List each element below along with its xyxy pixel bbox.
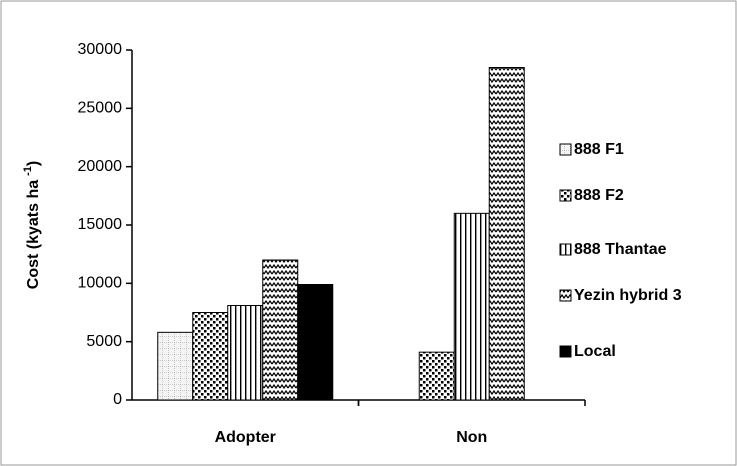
x-tick-label: Adopter	[215, 429, 276, 446]
legend-swatch	[559, 243, 572, 256]
bar	[157, 331, 194, 401]
x-tick-label: Non	[456, 429, 487, 446]
legend-swatch	[559, 289, 572, 302]
legend-label: 888 F2	[574, 187, 624, 204]
legend-label: 888 F1	[574, 141, 624, 158]
y-tick-label: 15000	[78, 216, 123, 233]
y-tick-label: 30000	[78, 41, 123, 58]
y-tick-label: 0	[113, 391, 122, 408]
y-tick-label: 20000	[78, 158, 123, 175]
bar	[418, 351, 455, 401]
y-tick-label: 10000	[78, 275, 123, 292]
y-label-sup: -1	[22, 166, 34, 176]
bar	[453, 212, 490, 401]
y-tick-label: 5000	[86, 333, 122, 350]
bar	[192, 312, 229, 401]
y-label-suffix: )	[25, 161, 42, 166]
legend-label: Local	[574, 343, 616, 360]
bar	[262, 259, 299, 401]
bar	[488, 67, 525, 401]
y-axis-label: Cost (kyats ha -1)	[22, 161, 42, 289]
y-tick-label: 25000	[78, 100, 123, 117]
legend-label: Yezin hybrid 3	[574, 287, 682, 304]
legend-swatch	[559, 143, 572, 156]
legend-swatch	[559, 189, 572, 202]
y-label-text: Cost (kyats ha	[25, 180, 42, 289]
legend-swatch	[559, 345, 572, 358]
legend-label: 888 Thantae	[574, 241, 667, 258]
bar	[227, 305, 264, 401]
bar	[297, 284, 334, 401]
